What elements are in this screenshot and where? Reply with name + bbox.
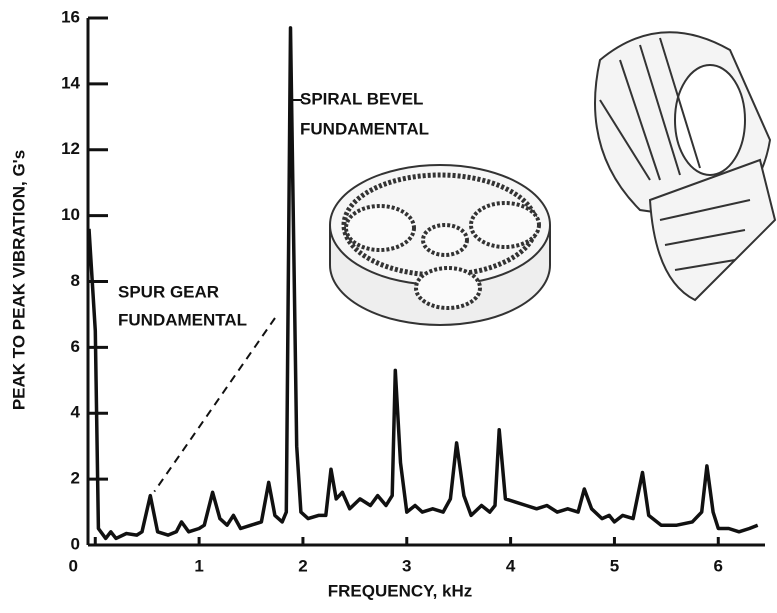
x-tick-label: 0 (69, 556, 78, 575)
y-tick-label: 8 (71, 271, 80, 290)
annotation: SPIRAL BEVEL (300, 89, 423, 108)
y-tick-label: 12 (61, 139, 80, 158)
x-tick-label: 1 (194, 556, 203, 575)
y-tick-label: 14 (61, 73, 80, 92)
y-tick-label: 0 (71, 534, 80, 553)
annotation-leader (153, 317, 276, 493)
y-tick-label: 10 (61, 205, 80, 224)
x-axis-label: FREQUENCY, kHz (328, 581, 473, 600)
spectrum-line (87, 26, 759, 541)
annotation: FUNDAMENTAL (300, 119, 429, 138)
y-axis-label: PEAK TO PEAK VIBRATION, G's (9, 150, 28, 410)
y-tick-label: 6 (71, 337, 80, 356)
x-tick-label: 3 (402, 556, 411, 575)
y-tick-label: 4 (71, 403, 81, 422)
bevel-gear-illustration (594, 31, 777, 302)
x-tick-label: 2 (298, 556, 307, 575)
x-tick-label: 5 (610, 556, 619, 575)
x-tick-label: 4 (506, 556, 516, 575)
annotation: FUNDAMENTAL (118, 310, 247, 329)
y-tick-label: 2 (71, 469, 80, 488)
annotation: SPUR GEAR (118, 282, 219, 301)
x-tick-label: 6 (714, 556, 723, 575)
y-tick-label: 16 (61, 7, 80, 26)
planetary-gear-illustration (329, 164, 551, 326)
